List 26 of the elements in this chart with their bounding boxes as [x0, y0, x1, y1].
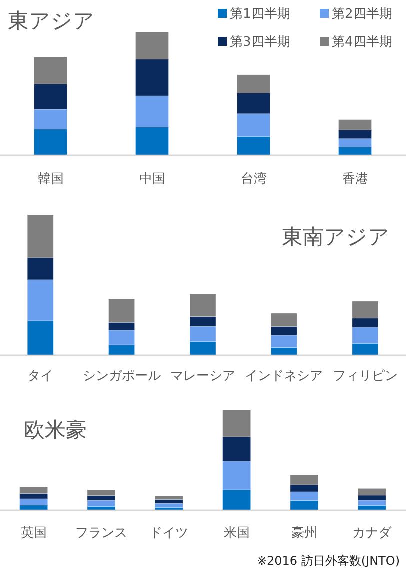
x-tick-label: 香港	[342, 172, 368, 187]
chart-title: 東アジア	[8, 9, 95, 33]
chart-title: 欧米豪	[24, 418, 87, 442]
x-tick-label: フィリピン	[332, 369, 398, 384]
x-tick-label: ドイツ	[150, 526, 189, 541]
legend-label: 第3四半期	[230, 35, 290, 50]
x-tick-label: 韓国	[38, 172, 64, 187]
x-tick-label: 台湾	[240, 171, 267, 187]
bar	[154, 496, 184, 500]
x-tick-label: インドネシア	[245, 369, 324, 384]
x-tick-label: フランス	[76, 526, 128, 541]
x-tick-label: カナダ	[352, 526, 393, 541]
x-tick-label: タイ	[28, 369, 54, 384]
bar	[87, 500, 116, 507]
text: 東南アジア	[282, 225, 390, 249]
legend-label: 第4四半期	[332, 35, 392, 50]
x-tick-label: 豪州	[292, 526, 318, 541]
x-tick-label: 英国	[20, 526, 47, 541]
x-tick-label: マレーシア	[170, 369, 236, 384]
x-tick-label: シンガポール	[82, 369, 161, 384]
text: ※2016 訪日外客数(JNTO)	[256, 554, 400, 568]
x-tick-label: 米国	[224, 526, 250, 541]
legend-label: 第1四半期	[230, 7, 290, 22]
x-tick-label: 中国	[139, 172, 166, 187]
bar	[154, 507, 184, 510]
legend-label: 第2四半期	[332, 7, 392, 22]
